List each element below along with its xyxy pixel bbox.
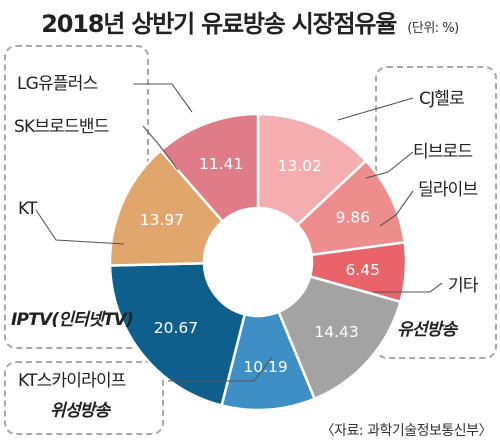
group-label-satellite: 위성방송 — [50, 401, 110, 421]
slice-value-label-1: 9.86 — [336, 208, 371, 226]
pie-slice-7 — [159, 112, 260, 223]
group-label-iptv: IPTV(인터넷TV) — [11, 310, 134, 330]
label-dlive: 딜라이브 — [418, 180, 478, 200]
pie-slice-5 — [108, 262, 246, 407]
pie-slice-6 — [108, 149, 224, 267]
chart-title-row: 2018년 상반기 유료방송 시장점유율 (단위: %) — [0, 4, 500, 39]
slice-value-label-6: 13.97 — [140, 211, 184, 229]
label-sk-broadband: SK브로드밴드 — [14, 117, 109, 137]
leader-line-sk — [142, 125, 179, 171]
group-label-cable: 유선방송 — [397, 320, 457, 340]
slice-value-label-4: 10.19 — [243, 358, 287, 376]
label-cj-hello: CJ헬로 — [419, 89, 465, 109]
label-lg-uplus: LG유플러스 — [17, 74, 98, 94]
slice-value-label-2: 6.45 — [345, 261, 380, 279]
pie-slice-3 — [277, 275, 402, 401]
leader-line-etc — [372, 282, 443, 293]
source-note: 〈자료: 과학기술정보통신부〉 — [320, 423, 493, 439]
label-etc: 기타 — [448, 276, 478, 296]
leader-line-tbroad — [365, 151, 414, 179]
slice-value-label-5: 20.67 — [154, 319, 198, 337]
chart-title: 2018년 상반기 유료방송 시장점유율 — [41, 10, 397, 38]
slice-value-label-3: 14.43 — [314, 323, 358, 341]
satellite-group-box — [4, 361, 164, 435]
leader-line-lg — [133, 83, 193, 113]
slice-value-label-7: 11.41 — [199, 155, 243, 173]
label-kt: KT — [18, 199, 37, 219]
leader-line-cj — [337, 97, 414, 121]
label-kt-skylife: KT스카이라이프 — [18, 371, 126, 391]
unit-note: (단위: %) — [407, 21, 459, 36]
slice-value-label-0: 13.02 — [278, 157, 322, 175]
leader-line-kt — [35, 209, 125, 245]
leader-line-skylife — [168, 356, 273, 382]
leader-line-dlive — [379, 190, 414, 227]
label-tbroad: 티브로드 — [413, 142, 473, 162]
